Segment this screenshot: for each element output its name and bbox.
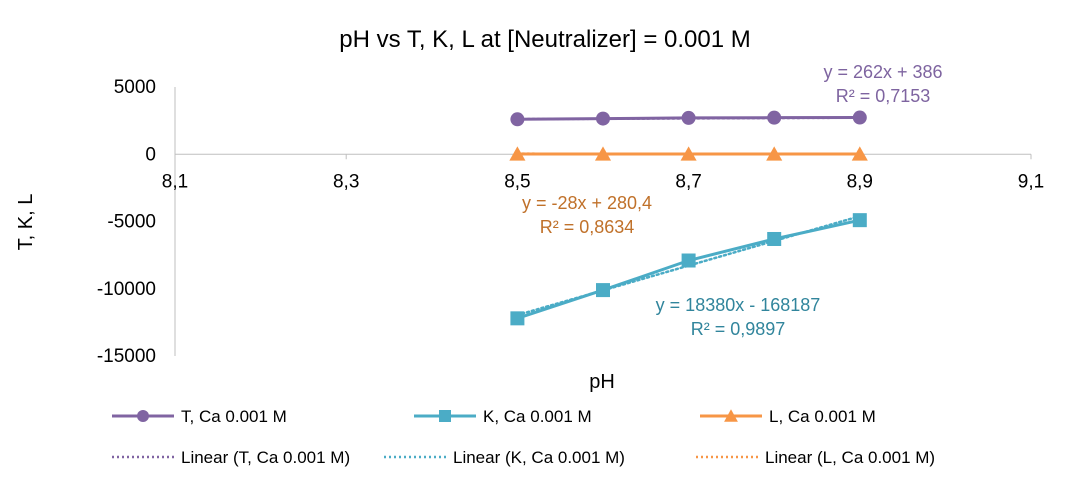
- data-point: [767, 111, 781, 125]
- data-point: [510, 112, 524, 126]
- legend-label: T, Ca 0.001 M: [181, 407, 287, 426]
- legend-label: L, Ca 0.001 M: [769, 407, 876, 426]
- data-point: [682, 254, 696, 268]
- legend-trend-label: Linear (T, Ca 0.001 M): [181, 448, 350, 467]
- legend-trend-label: Linear (L, Ca 0.001 M): [765, 448, 935, 467]
- x-axis-title: pH: [589, 371, 615, 393]
- y-tick-label: 0: [145, 144, 156, 165]
- x-tick-label: 8,3: [333, 171, 359, 192]
- data-point: [596, 112, 610, 126]
- legend-marker: [439, 410, 451, 422]
- legend-marker: [137, 410, 149, 422]
- legend-label: K, Ca 0.001 M: [483, 407, 592, 426]
- trendline-r2: R² = 0,8634: [540, 217, 635, 237]
- legend-trend-label: Linear (K, Ca 0.001 M): [453, 448, 625, 467]
- trendline-equation: y = -28x + 280,4: [522, 193, 652, 213]
- trendline-equation: y = 18380x - 168187: [656, 295, 821, 315]
- y-tick-label: -15000: [97, 346, 156, 367]
- x-tick-label: 8,1: [162, 171, 188, 192]
- x-tick-label: 8,7: [675, 171, 701, 192]
- x-tick-label: 8,9: [847, 171, 873, 192]
- trendline-r2: R² = 0,9897: [691, 319, 786, 339]
- trendline-r2: R² = 0,7153: [836, 86, 931, 106]
- x-tick-label: 9,1: [1018, 171, 1044, 192]
- trendline-equation: y = 262x + 386: [823, 62, 942, 82]
- data-point: [767, 232, 781, 246]
- data-point: [682, 111, 696, 125]
- y-tick-label: 5000: [114, 77, 156, 98]
- legend: T, Ca 0.001 M K, Ca 0.001 M L, Ca 0.001 M L…: [112, 407, 935, 467]
- data-point: [853, 111, 867, 125]
- y-tick-label: -10000: [97, 279, 156, 300]
- data-point: [510, 311, 524, 325]
- data-point: [853, 213, 867, 227]
- chart-title: pH vs T, K, L at [Neutralizer] = 0.001 M: [339, 26, 751, 53]
- y-axis-title: T, K, L: [15, 194, 37, 251]
- y-tick-label: -5000: [107, 212, 156, 233]
- data-point: [596, 283, 610, 297]
- x-tick-label: 8,5: [504, 171, 530, 192]
